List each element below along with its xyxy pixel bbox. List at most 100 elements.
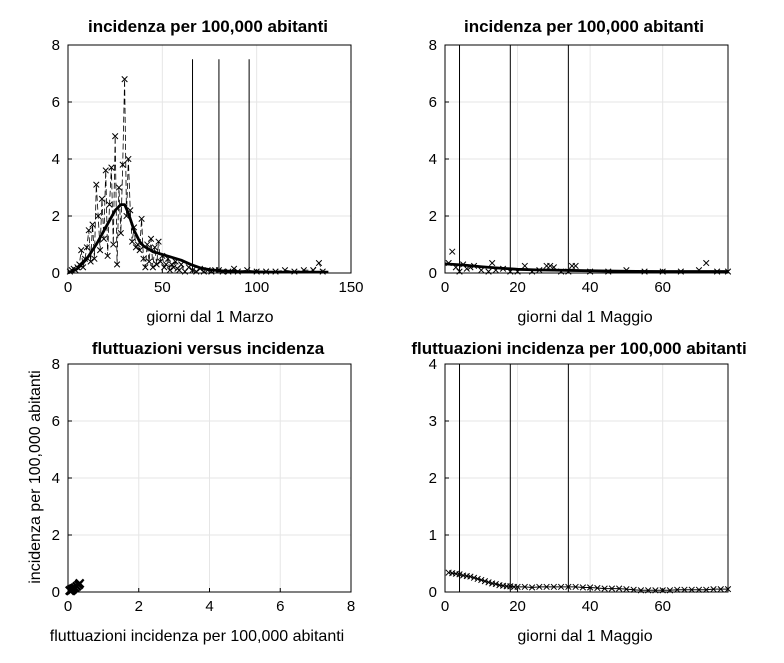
panel-1-ticks: 0 50 100 150 0 2 4 6 8 xyxy=(52,37,364,296)
data-point-marker xyxy=(315,259,323,267)
y-tick-label: 4 xyxy=(429,356,437,373)
x-tick-label: 2 xyxy=(135,598,143,615)
y-tick-label: 0 xyxy=(429,584,437,601)
data-point-marker xyxy=(189,266,196,274)
data-point-marker xyxy=(623,585,630,593)
data-point-marker xyxy=(456,571,463,578)
data-point-marker xyxy=(162,261,170,268)
y-tick-label: 4 xyxy=(429,151,437,168)
data-point-marker xyxy=(157,258,164,265)
panel-3-ticks: 0 2 4 6 8 0 2 4 6 8 xyxy=(52,356,356,615)
data-point-marker xyxy=(87,258,94,265)
data-point-marker xyxy=(608,585,616,592)
data-point-marker xyxy=(521,583,528,591)
data-point-marker xyxy=(149,264,157,271)
x-tick-label: 0 xyxy=(441,279,449,296)
data-point-marker xyxy=(449,248,456,255)
data-point-marker xyxy=(528,584,536,591)
data-point-marker xyxy=(95,212,102,220)
panel-4-frame xyxy=(444,363,729,593)
data-point-marker xyxy=(93,181,100,188)
data-point-marker xyxy=(550,583,557,591)
data-point-marker xyxy=(168,261,175,268)
panel-3-series xyxy=(64,578,85,596)
y-tick-label: 3 xyxy=(429,413,437,430)
y-tick-label: 4 xyxy=(52,151,60,168)
data-point-marker xyxy=(547,262,554,270)
data-point-marker xyxy=(85,227,92,234)
panel-3-xlabel: fluttuazioni incidenza per 100,000 abita… xyxy=(50,628,344,645)
data-point-marker xyxy=(113,261,121,268)
data-point-marker xyxy=(153,261,160,268)
data-point-marker xyxy=(119,161,126,168)
data-point-marker xyxy=(176,266,183,274)
data-point-marker xyxy=(579,584,587,591)
plot-panel-1: incidenza per 100,000 abitanti giorni da… xyxy=(52,17,364,326)
data-point-marker xyxy=(166,266,174,274)
data-point-marker xyxy=(117,229,124,237)
raw-series-line xyxy=(69,79,324,273)
data-point-marker xyxy=(485,268,492,275)
panel-4-title: fluttuazioni incidenza per 100,000 abita… xyxy=(411,339,746,358)
x-tick-label: 0 xyxy=(64,598,72,615)
panel-2-xlabel: giorni dal 1 Maggio xyxy=(517,309,652,326)
data-point-marker xyxy=(147,235,155,242)
data-point-marker xyxy=(586,584,594,591)
y-tick-label: 0 xyxy=(429,265,437,282)
smoothed-series-line xyxy=(67,203,329,275)
data-point-marker xyxy=(481,578,489,585)
x-tick-label: 40 xyxy=(582,279,599,296)
panel-2-event-lines xyxy=(459,45,569,273)
data-point-marker xyxy=(170,264,177,271)
y-tick-label: 8 xyxy=(429,37,437,54)
data-point-marker xyxy=(710,585,717,593)
x-tick-label: 0 xyxy=(64,279,72,296)
y-tick-label: 0 xyxy=(52,265,60,282)
panel-4-series xyxy=(445,569,732,594)
y-tick-label: 2 xyxy=(429,208,437,225)
x-tick-label: 50 xyxy=(154,279,171,296)
data-point-marker xyxy=(110,241,117,248)
data-point-marker xyxy=(142,264,149,271)
panel-2-title: incidenza per 100,000 abitanti xyxy=(464,17,704,36)
data-point-marker xyxy=(616,585,623,592)
plot-panel-3: fluttuazioni versus incidenza fluttuazio… xyxy=(27,339,355,645)
data-point-marker xyxy=(128,238,136,245)
data-point-marker xyxy=(467,573,474,580)
data-point-marker xyxy=(104,252,111,260)
y-tick-label: 8 xyxy=(52,356,60,373)
data-point-marker xyxy=(470,574,478,581)
data-point-marker xyxy=(557,583,565,591)
panel-1-series xyxy=(66,76,329,275)
panel-4-ticks: 0 20 40 60 0 1 2 3 4 xyxy=(429,356,671,615)
y-tick-label: 6 xyxy=(52,94,60,111)
data-point-marker xyxy=(478,576,485,584)
data-point-marker xyxy=(121,76,128,83)
data-point-marker xyxy=(125,155,132,163)
y-tick-label: 2 xyxy=(52,208,60,225)
data-point-marker xyxy=(492,580,499,588)
data-point-marker xyxy=(717,585,724,593)
x-tick-label: 0 xyxy=(441,598,449,615)
data-point-marker xyxy=(478,266,485,274)
panel-2-frame xyxy=(444,44,729,274)
data-point-marker xyxy=(521,262,528,270)
x-tick-label: 40 xyxy=(582,598,599,615)
data-point-marker xyxy=(106,201,113,208)
data-point-marker xyxy=(703,259,710,267)
data-point-marker xyxy=(474,575,481,583)
panel-1-grid xyxy=(68,45,351,273)
panel-3-ylabel: incidenza per 100,000 abitanti xyxy=(27,370,44,584)
plot-panel-4: fluttuazioni incidenza per 100,000 abita… xyxy=(411,339,746,645)
x-tick-label: 60 xyxy=(654,598,671,615)
x-tick-label: 150 xyxy=(338,279,363,296)
data-point-marker xyxy=(155,238,162,245)
panel-1-frame xyxy=(67,44,352,274)
data-point-marker xyxy=(136,247,143,254)
x-tick-label: 8 xyxy=(347,598,355,615)
data-point-marker xyxy=(485,579,492,586)
y-tick-label: 0 xyxy=(52,584,60,601)
data-point-marker xyxy=(96,247,104,254)
x-tick-label: 60 xyxy=(654,279,671,296)
